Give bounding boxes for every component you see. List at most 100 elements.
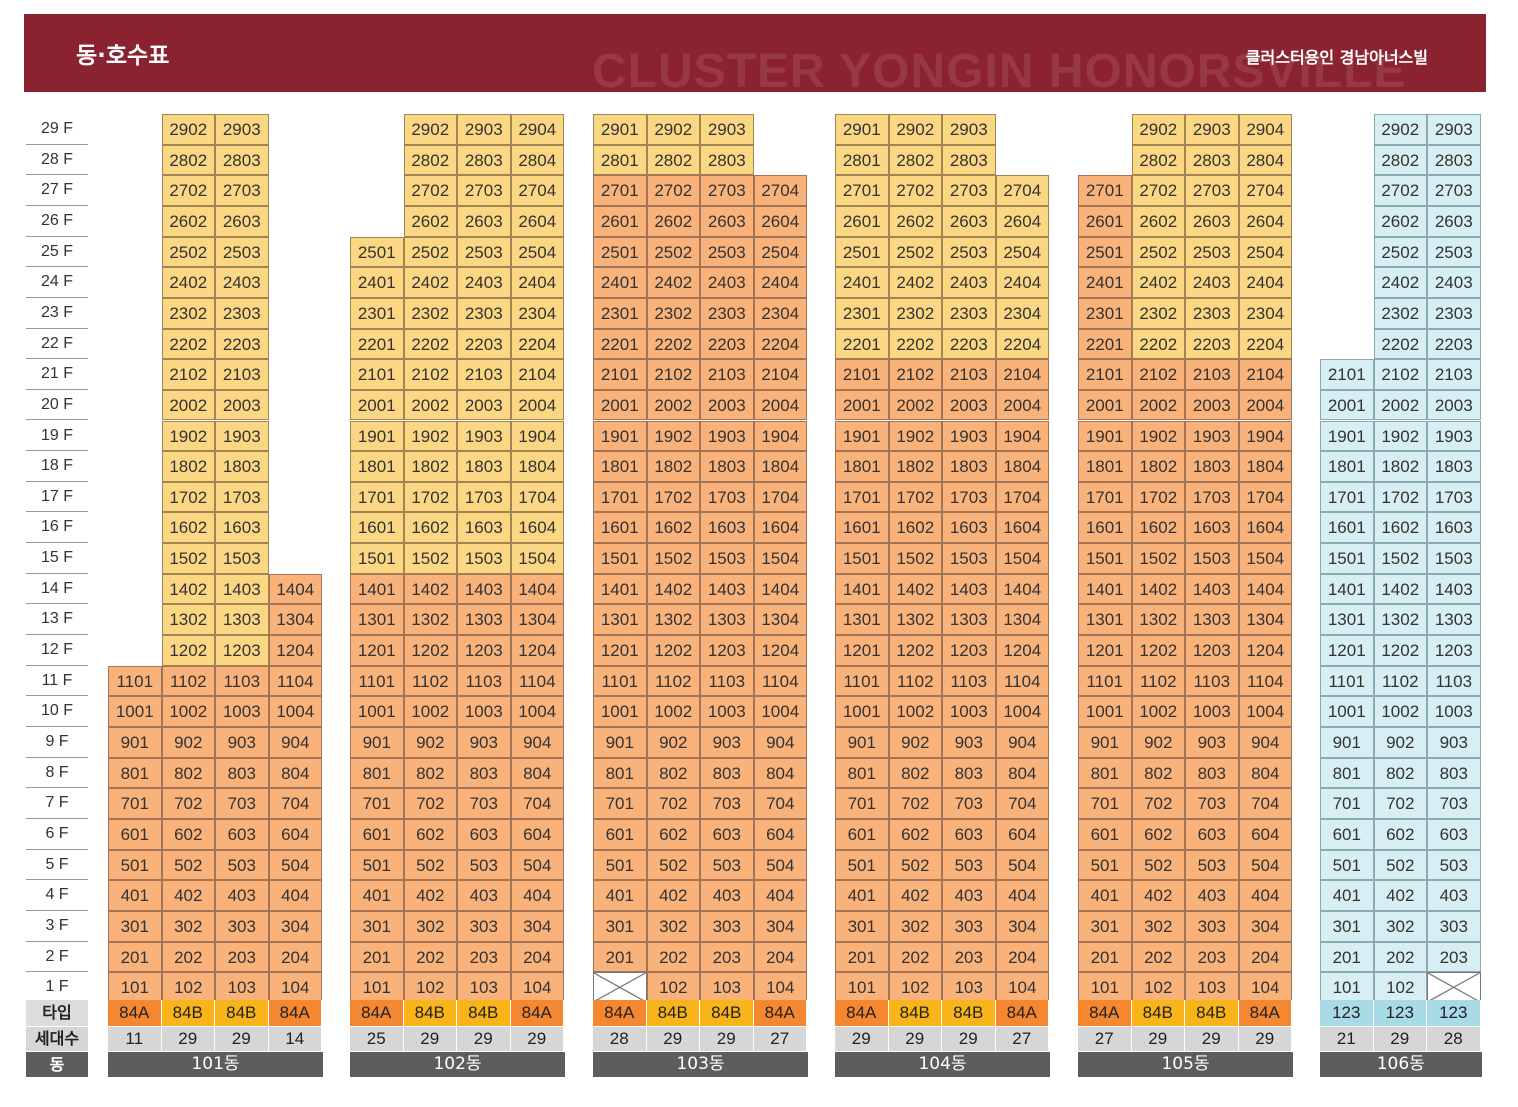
unit-cell[interactable]: 102 [403, 972, 457, 1003]
unit-cell[interactable]: 203 [457, 941, 511, 973]
unit-cell[interactable]: 501 [350, 849, 404, 881]
unit-cell[interactable]: 2404 [510, 267, 564, 298]
unit-cell[interactable]: 1202 [403, 635, 457, 666]
unit-cell[interactable]: 2303 [1427, 297, 1481, 329]
unit-cell[interactable]: 1604 [995, 512, 1049, 544]
unit-cell[interactable]: 802 [888, 757, 942, 789]
unit-cell[interactable]: 604 [510, 818, 564, 850]
unit-cell[interactable]: 601 [108, 818, 162, 850]
unit-cell[interactable]: 902 [161, 727, 215, 758]
unit-cell[interactable]: 601 [593, 818, 647, 850]
unit-cell[interactable]: 202 [161, 941, 215, 973]
unit-cell[interactable]: 303 [700, 910, 754, 942]
unit-cell[interactable]: 1202 [888, 635, 942, 666]
unit-cell[interactable]: 1404 [268, 573, 322, 605]
unit-cell[interactable]: 2204 [995, 328, 1049, 360]
unit-cell[interactable]: 2401 [350, 267, 404, 298]
unit-cell[interactable]: 2604 [510, 205, 564, 237]
unit-cell[interactable]: 1401 [835, 573, 889, 605]
unit-cell[interactable]: 1203 [1185, 635, 1239, 666]
unit-cell[interactable]: 2903 [1427, 114, 1481, 145]
unit-cell[interactable]: 1503 [1185, 543, 1239, 574]
unit-cell[interactable]: 1303 [1185, 604, 1239, 636]
unit-cell[interactable]: 2303 [1185, 297, 1239, 329]
unit-cell[interactable]: 1203 [215, 635, 269, 666]
unit-cell[interactable]: 1703 [215, 481, 269, 513]
unit-cell[interactable]: 202 [1373, 941, 1427, 973]
unit-cell[interactable]: 1702 [1373, 481, 1427, 513]
unit-cell[interactable]: 1003 [1185, 696, 1239, 727]
unit-cell[interactable]: 2902 [646, 114, 700, 145]
unit-cell[interactable]: 2004 [1238, 389, 1292, 421]
unit-cell[interactable]: 104 [995, 972, 1049, 1003]
unit-cell[interactable]: 2204 [1238, 328, 1292, 360]
unit-cell[interactable]: 2703 [215, 175, 269, 206]
unit-cell[interactable]: 1402 [1131, 573, 1185, 605]
unit-cell[interactable]: 2102 [1131, 359, 1185, 390]
unit-cell[interactable]: 2702 [1373, 175, 1427, 206]
unit-cell[interactable]: 803 [942, 757, 996, 789]
unit-cell[interactable]: 603 [215, 818, 269, 850]
unit-cell[interactable]: 2802 [888, 144, 942, 176]
unit-cell[interactable]: 504 [995, 849, 1049, 881]
unit-cell[interactable]: 2103 [457, 359, 511, 390]
unit-cell[interactable]: 2502 [646, 236, 700, 268]
unit-cell[interactable]: 701 [1078, 788, 1132, 819]
unit-cell[interactable]: 1201 [350, 635, 404, 666]
unit-cell[interactable]: 2403 [700, 267, 754, 298]
unit-cell[interactable]: 103 [457, 972, 511, 1003]
unit-cell[interactable]: 1502 [646, 543, 700, 574]
unit-cell[interactable]: 2403 [1185, 267, 1239, 298]
unit-cell[interactable]: 1903 [942, 420, 996, 452]
unit-cell[interactable]: 1604 [510, 512, 564, 544]
unit-cell[interactable]: 2702 [888, 175, 942, 206]
unit-cell[interactable]: 1201 [1078, 635, 1132, 666]
unit-cell[interactable]: 1003 [942, 696, 996, 727]
unit-cell[interactable]: 1501 [593, 543, 647, 574]
unit-cell[interactable]: 402 [888, 880, 942, 911]
unit-cell[interactable]: 2402 [1131, 267, 1185, 298]
unit-cell[interactable]: 402 [646, 880, 700, 911]
unit-cell[interactable]: 2503 [1185, 236, 1239, 268]
unit-cell[interactable]: 2403 [457, 267, 511, 298]
unit-cell[interactable]: 101 [1320, 972, 1374, 1003]
unit-cell[interactable]: 1702 [888, 481, 942, 513]
unit-cell[interactable]: 1201 [835, 635, 889, 666]
unit-cell[interactable]: 1303 [215, 604, 269, 636]
unit-cell[interactable]: 1602 [1373, 512, 1427, 544]
unit-cell[interactable]: 701 [350, 788, 404, 819]
unit-cell[interactable]: 1601 [1320, 512, 1374, 544]
unit-cell[interactable]: 2302 [1131, 297, 1185, 329]
unit-cell[interactable]: 1002 [403, 696, 457, 727]
unit-cell[interactable]: 1804 [510, 451, 564, 482]
unit-cell[interactable]: 1403 [1427, 573, 1481, 605]
unit-cell[interactable]: 901 [835, 727, 889, 758]
unit-cell[interactable]: 1804 [753, 451, 807, 482]
unit-cell[interactable]: 901 [108, 727, 162, 758]
unit-cell[interactable]: 301 [1320, 910, 1374, 942]
unit-cell[interactable]: 2602 [161, 205, 215, 237]
unit-cell[interactable]: 1201 [593, 635, 647, 666]
unit-cell[interactable]: 2804 [1238, 144, 1292, 176]
unit-cell[interactable]: 702 [403, 788, 457, 819]
unit-cell[interactable]: 1304 [1238, 604, 1292, 636]
unit-cell[interactable]: 1204 [268, 635, 322, 666]
unit-cell[interactable]: 602 [646, 818, 700, 850]
unit-cell[interactable]: 2703 [1185, 175, 1239, 206]
unit-cell[interactable]: 2201 [593, 328, 647, 360]
unit-cell[interactable]: 403 [215, 880, 269, 911]
unit-cell[interactable]: 1104 [995, 665, 1049, 697]
unit-cell[interactable]: 502 [1373, 849, 1427, 881]
unit-cell[interactable]: 1104 [753, 665, 807, 697]
unit-cell[interactable]: 302 [403, 910, 457, 942]
unit-cell[interactable]: 1302 [161, 604, 215, 636]
unit-cell[interactable]: 2103 [700, 359, 754, 390]
unit-cell[interactable]: 1403 [457, 573, 511, 605]
unit-cell[interactable]: 2803 [700, 144, 754, 176]
unit-cell[interactable]: 604 [268, 818, 322, 850]
unit-cell[interactable]: 801 [1078, 757, 1132, 789]
unit-cell[interactable]: 603 [1427, 818, 1481, 850]
unit-cell[interactable]: 903 [942, 727, 996, 758]
unit-cell[interactable]: 104 [1238, 972, 1292, 1003]
unit-cell[interactable]: 101 [835, 972, 889, 1003]
